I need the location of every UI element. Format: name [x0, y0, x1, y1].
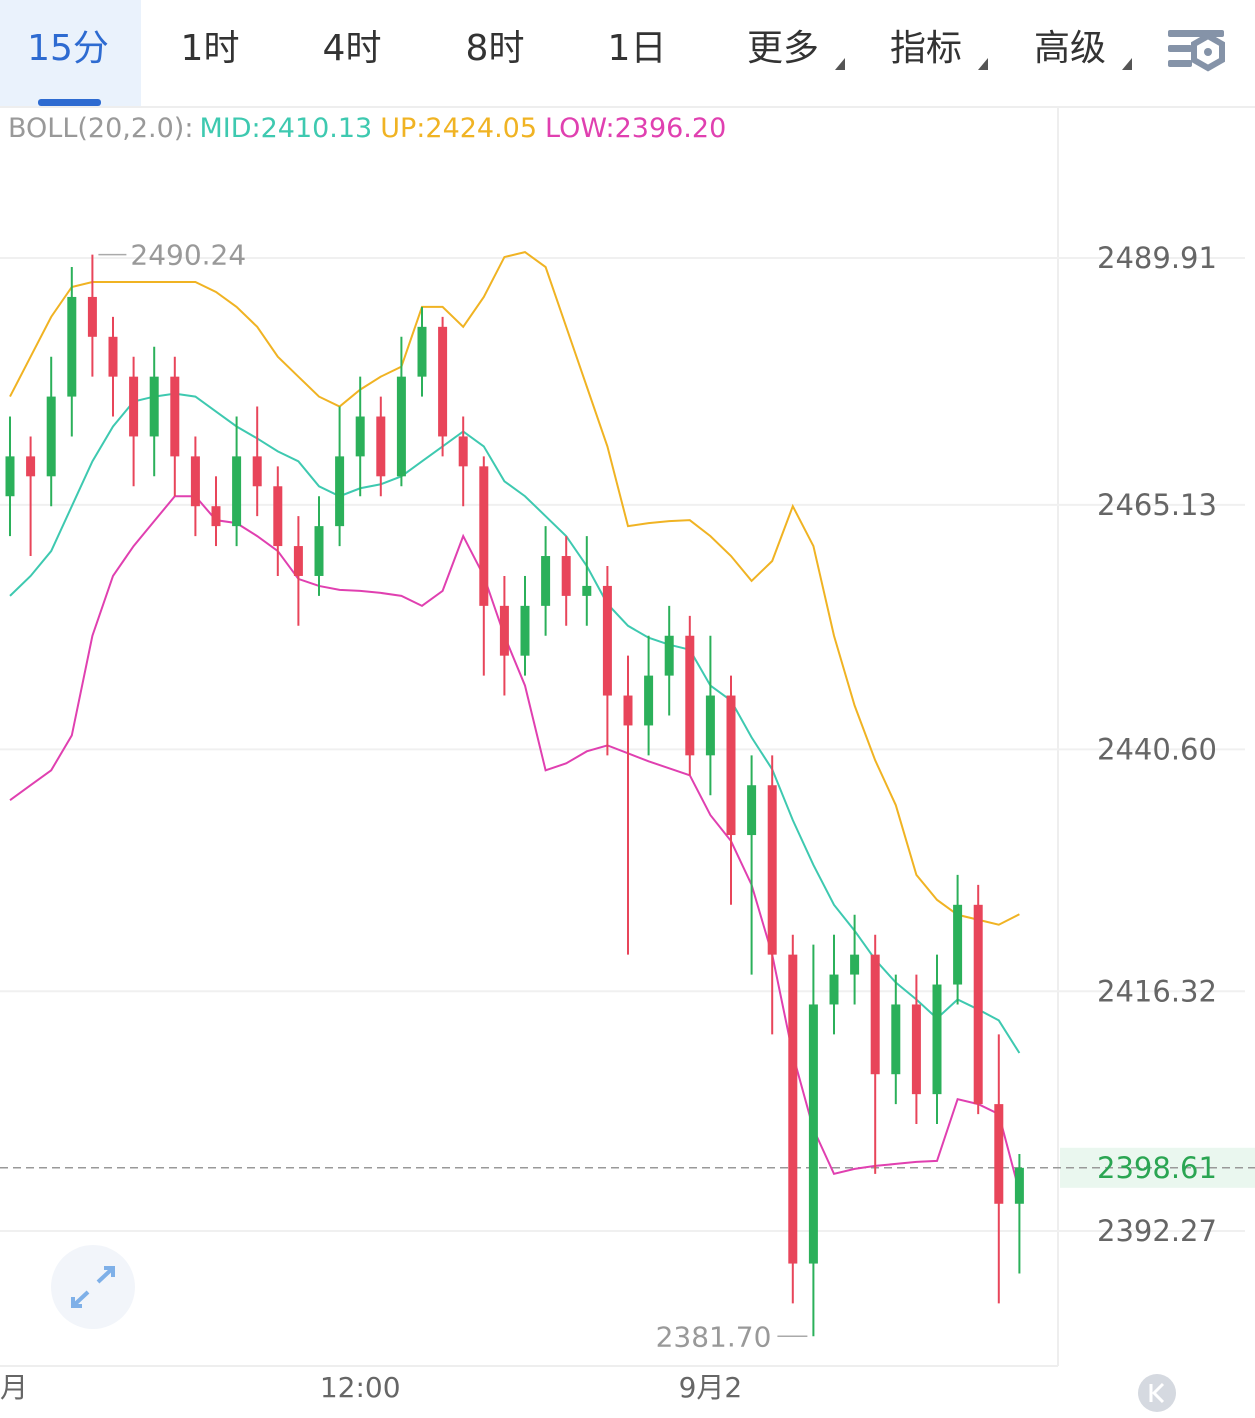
candle-body [376, 416, 386, 477]
candle-body [190, 456, 200, 507]
y-tick-label: 2416.32 [1097, 974, 1217, 1008]
y-tick-label: 2489.91 [1097, 241, 1217, 275]
candle-body [232, 456, 242, 527]
candle-body [582, 585, 592, 596]
candle-body [46, 396, 56, 477]
dropdown-caret [835, 58, 845, 70]
band-line [9, 495, 1021, 1193]
candle-body [973, 904, 983, 1105]
candle-body [396, 376, 406, 477]
indicator-legend: BOLL(20,2.0): MID:2410.13 UP:2424.05 LOW:23… [8, 113, 726, 144]
y-tick-label: 2440.60 [1097, 732, 1217, 766]
legend-entry: MID:2410.13 [199, 113, 372, 144]
candle-body [149, 376, 159, 437]
dropdown-caret [978, 58, 988, 70]
band-line [9, 392, 1021, 1054]
active-tab-indicator [38, 99, 101, 106]
candle-body [705, 695, 715, 756]
candle-body [170, 376, 180, 457]
candle-body [911, 1004, 921, 1095]
candle-body [767, 785, 777, 955]
candle-body [747, 785, 757, 836]
candle-body [808, 1004, 818, 1264]
candle-body [252, 456, 262, 487]
legend-entry: UP:2424.05 [380, 113, 537, 144]
candle-body [623, 695, 633, 726]
x-tick-label: 12:00 [320, 1371, 401, 1404]
last-price-label: 2398.61 [1097, 1151, 1217, 1185]
candle-body [685, 635, 695, 756]
candle-body [726, 695, 736, 836]
candle-body [520, 605, 530, 656]
candle-body [953, 904, 963, 985]
candle-body [108, 336, 118, 377]
legend-entry: LOW:2396.20 [545, 113, 726, 144]
tab[interactable]: 高级 [1034, 28, 1106, 69]
candle-body [644, 675, 654, 726]
candle-body [129, 376, 139, 437]
candle-body [602, 585, 612, 696]
dropdown-caret [1122, 58, 1132, 70]
candle-body [994, 1104, 1004, 1204]
candle-body [479, 466, 489, 606]
candle-body [1014, 1167, 1024, 1204]
candle-body [788, 954, 798, 1264]
tab[interactable]: 指标 [890, 28, 962, 69]
candle-body [850, 954, 860, 975]
candle-body [458, 436, 468, 467]
candle-body [438, 326, 448, 437]
y-tick-label: 2465.13 [1097, 488, 1217, 522]
candle-body [870, 954, 880, 1075]
active-tab-bg [0, 0, 141, 106]
tab[interactable]: 更多 [747, 28, 819, 69]
candle-body [273, 486, 283, 547]
candle-body [664, 635, 674, 676]
candle-body [417, 326, 427, 377]
band-line [9, 251, 1020, 926]
candle-body [87, 296, 97, 337]
candle-body [891, 1004, 901, 1075]
candle-body [293, 546, 303, 576]
candle-body [5, 456, 15, 497]
y-tick-label: 2392.27 [1097, 1214, 1217, 1248]
candle-body [335, 456, 345, 527]
candle-body [26, 456, 36, 477]
high-marker-label: 2490.24 [130, 239, 246, 272]
candle-body [829, 974, 839, 1005]
settings-icon[interactable] [1168, 30, 1225, 72]
candle-body [211, 506, 221, 527]
x-tick-label: 月 [0, 1371, 28, 1404]
tab[interactable]: 15分 [27, 28, 109, 69]
x-tick-label: 9月2 [679, 1371, 743, 1404]
tab[interactable]: 1时 [181, 28, 240, 69]
indicator-name: BOLL(20,2.0): [8, 113, 193, 144]
tab[interactable]: 4时 [323, 28, 382, 69]
k-icon[interactable] [1138, 1374, 1176, 1412]
candle-body [314, 526, 324, 576]
candle-body [541, 556, 551, 606]
candle-body [499, 605, 509, 656]
candle-body [355, 416, 365, 457]
candle-body [561, 556, 571, 596]
expand-button[interactable] [51, 1245, 135, 1329]
tab[interactable]: 1日 [608, 28, 667, 69]
candle-body [932, 984, 942, 1095]
low-marker-label: 2381.70 [656, 1320, 772, 1353]
tab[interactable]: 8时 [466, 28, 525, 69]
candle-body [67, 296, 77, 397]
